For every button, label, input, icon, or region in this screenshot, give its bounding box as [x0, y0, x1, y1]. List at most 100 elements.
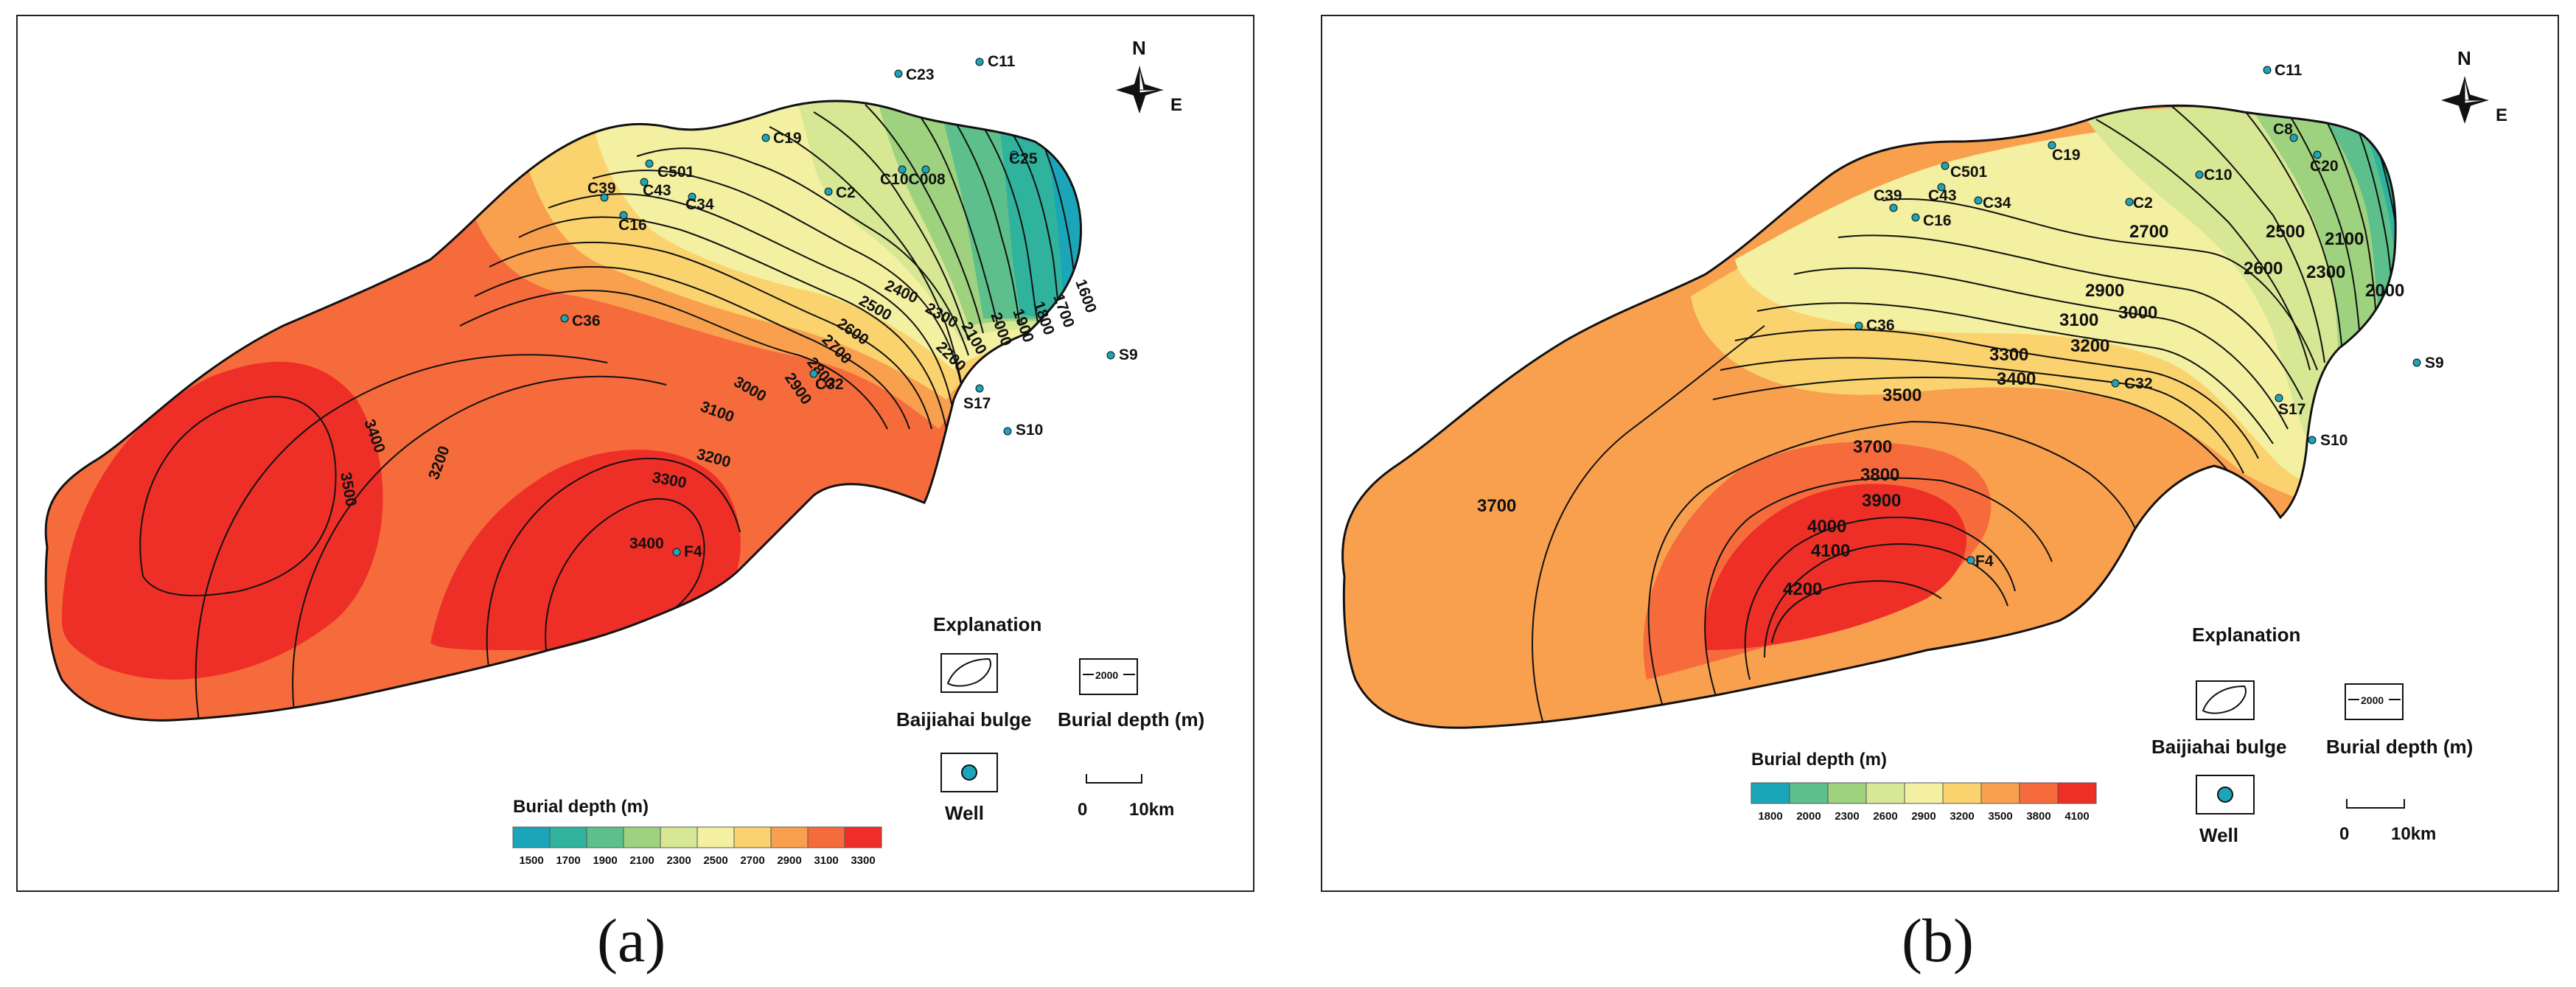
legend-swatch [512, 826, 551, 848]
contour-legend-label: Burial depth (m) [2326, 736, 2473, 758]
well-label: C16 [1923, 212, 1952, 229]
scale-end: 10km [1129, 800, 1174, 820]
well-label: C11 [2275, 62, 2303, 79]
legend-swatch [1751, 782, 1790, 804]
well-marker [1854, 321, 1863, 330]
bulge-label: Baijiahai bulge [2151, 736, 2287, 758]
well-marker [1889, 203, 1898, 212]
well-marker [824, 187, 833, 196]
contour-label: 2000 [2365, 281, 2404, 301]
legend-swatch [770, 826, 809, 848]
well-marker [1106, 351, 1115, 360]
map-panel-b: 2000 2100 2300 2500 2600 2700 2900 3000 … [1321, 15, 2559, 892]
contour-labels-b: 2000 2100 2300 2500 2600 2700 2900 3000 … [1477, 222, 2404, 599]
east-label: E [1170, 95, 1182, 115]
explanation-title: Explanation [933, 613, 1041, 635]
contour-label: 2100 [2325, 229, 2364, 249]
well-label: C19 [2052, 147, 2081, 164]
well-label: C20 [2310, 158, 2339, 175]
legend-swatch [844, 826, 882, 848]
legend-swatch [1942, 782, 1982, 804]
contour-label: 3200 [2070, 336, 2109, 356]
well-marker [672, 548, 681, 557]
legend-tick-label: 2500 [703, 854, 727, 867]
well-label: S9 [1119, 346, 1138, 363]
well-label: S9 [2425, 355, 2444, 372]
well-marker [619, 211, 628, 220]
well-marker [1911, 213, 1920, 222]
contour-label: 3700 [1477, 496, 1516, 516]
compass-rose-a: N E [1116, 37, 1182, 115]
legend-tick-label: 3500 [1988, 810, 2012, 823]
well-marker [894, 69, 903, 78]
contour-sample: 2000 [2361, 694, 2384, 706]
legend-swatch [733, 826, 772, 848]
well-marker [1010, 150, 1019, 159]
contour-label: 4100 [1811, 541, 1850, 561]
well-marker [975, 384, 984, 393]
legend-tick-label: 2900 [1911, 810, 1936, 823]
contour-swatch [1079, 658, 1138, 695]
contour-label: 1600 [1072, 277, 1100, 315]
contour-label: 3300 [1989, 345, 2028, 365]
well-marker [761, 133, 770, 142]
well-label: C16 [618, 217, 647, 234]
legend-tick-label: 1900 [593, 854, 617, 867]
legend-title: Burial depth (m) [513, 797, 649, 817]
map-b-svg: 2000 2100 2300 2500 2600 2700 2900 3000 … [1341, 47, 2507, 846]
well-label: S17 [963, 395, 991, 412]
bulge-label: Baijiahai bulge [896, 708, 1032, 730]
legend-tick-label: 1800 [1758, 810, 1782, 823]
legend-swatch [2019, 782, 2059, 804]
legend-swatch [586, 826, 624, 848]
contour-label: 2700 [2129, 222, 2168, 242]
well-marker [1941, 161, 1950, 170]
contour-label: 3400 [629, 535, 664, 552]
well-label: C43 [643, 182, 671, 199]
well-label: F4 [684, 543, 702, 560]
well-label: C19 [773, 130, 802, 147]
scale-end: 10km [2391, 824, 2436, 844]
east-label: E [2496, 105, 2507, 125]
contour-label: 3400 [1997, 369, 2036, 389]
legend-title: Burial depth (m) [1751, 750, 1887, 770]
well-label: C39 [587, 180, 616, 197]
legend-tick-label: 2300 [1835, 810, 1859, 823]
explanation-title: Explanation [2192, 624, 2300, 646]
well-label: C2 [836, 184, 856, 201]
legend-tick-label: 3100 [814, 854, 838, 867]
contour-label: 3000 [2118, 303, 2157, 323]
bulge-outline-a [44, 100, 1082, 722]
well-marker [2111, 379, 2120, 388]
legend-tick-label: 1500 [519, 854, 543, 867]
legend-tick-label: 2000 [1796, 810, 1821, 823]
well-marker [2308, 436, 2317, 444]
well-marker [921, 165, 930, 174]
wells-b: C11 C8 C20 C501 C19 C10 C39 C43 C34 C16 … [1854, 62, 2444, 570]
well-marker [1937, 183, 1946, 192]
contour-label: 2500 [2266, 222, 2305, 242]
well-legend-label: Well [945, 802, 984, 824]
scale-bar [2346, 799, 2405, 809]
north-label: N [1132, 37, 1146, 59]
well-marker [600, 193, 609, 202]
well-marker [1974, 196, 1983, 205]
legend-swatch [807, 826, 845, 848]
caption-a: (a) [597, 907, 666, 975]
well-label: C32 [2124, 375, 2153, 392]
contour-label: 2900 [2085, 281, 2124, 301]
legend-tick-label: 2700 [740, 854, 764, 867]
well-marker [560, 314, 569, 323]
well-label: C10 [2204, 167, 2233, 184]
legend-swatch [660, 826, 698, 848]
map-panel-a: 1600 1700 1800 1900 2000 2100 2200 2300 … [16, 15, 1254, 892]
north-label: N [2457, 47, 2471, 69]
well-label: C34 [1983, 195, 2011, 212]
contour-label: 2600 [2244, 259, 2283, 279]
contour-label: 3800 [1860, 465, 1899, 485]
contour-label: 3700 [1853, 437, 1892, 457]
well-label: C36 [1866, 317, 1895, 334]
compass-rose-b: N E [2441, 47, 2507, 125]
contour-label: 4000 [1807, 517, 1846, 537]
scale-start: 0 [2339, 824, 2349, 844]
